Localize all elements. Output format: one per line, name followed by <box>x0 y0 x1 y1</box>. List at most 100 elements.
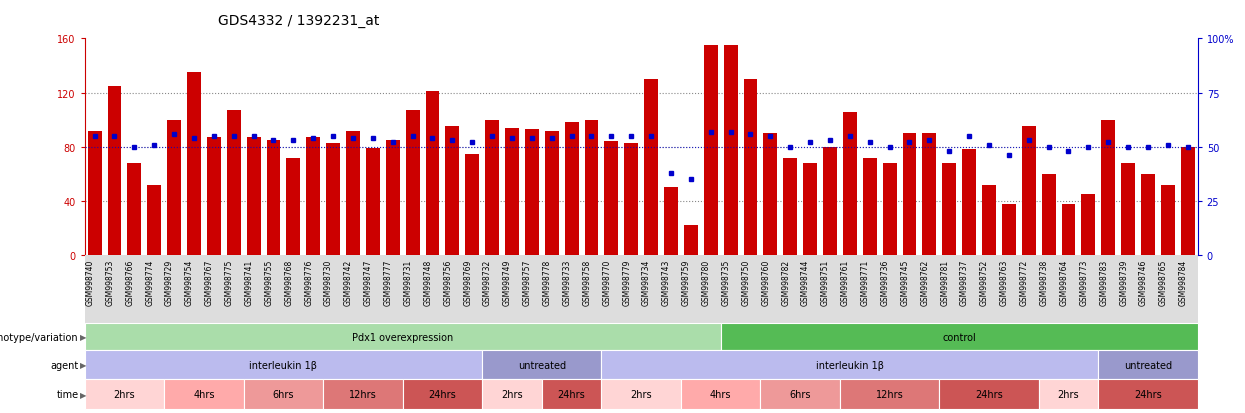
Text: GSM998738: GSM998738 <box>1040 259 1048 305</box>
Bar <box>1002 204 1016 256</box>
Text: GSM998746: GSM998746 <box>1139 259 1148 305</box>
Bar <box>127 164 141 256</box>
Text: GSM998757: GSM998757 <box>523 259 532 305</box>
Bar <box>823 147 837 256</box>
Bar <box>505 128 519 256</box>
Text: GSM998751: GSM998751 <box>820 259 830 305</box>
Bar <box>939 380 1038 409</box>
Text: 4hrs: 4hrs <box>193 389 214 399</box>
Bar <box>1122 164 1135 256</box>
Text: ▶: ▶ <box>80 332 87 341</box>
Text: GSM998759: GSM998759 <box>682 259 691 305</box>
Bar <box>227 111 240 256</box>
Bar <box>743 80 757 256</box>
Bar <box>107 87 122 256</box>
Bar <box>1180 147 1195 256</box>
Bar <box>545 131 559 256</box>
Bar <box>604 142 619 256</box>
Bar <box>207 138 220 256</box>
Text: GSM998773: GSM998773 <box>1079 259 1088 305</box>
Text: 12hrs: 12hrs <box>875 389 904 399</box>
Bar <box>306 138 320 256</box>
Text: interleukin 1β: interleukin 1β <box>815 360 884 370</box>
Text: GSM998743: GSM998743 <box>662 259 671 305</box>
Text: GSM998762: GSM998762 <box>920 259 929 305</box>
Bar <box>601 380 681 409</box>
Bar <box>763 134 777 256</box>
Bar <box>962 150 976 256</box>
Bar <box>840 380 939 409</box>
Bar <box>525 130 539 256</box>
Bar <box>601 350 1098 380</box>
Bar <box>585 120 599 256</box>
Text: GSM998774: GSM998774 <box>146 259 154 305</box>
Text: GSM998769: GSM998769 <box>463 259 472 305</box>
Bar <box>187 73 200 256</box>
Text: GSM998744: GSM998744 <box>801 259 810 305</box>
Bar <box>624 143 639 256</box>
Text: GSM998766: GSM998766 <box>126 259 134 305</box>
Bar <box>286 158 300 256</box>
Bar <box>863 158 876 256</box>
Text: GSM998748: GSM998748 <box>423 259 432 305</box>
Text: untreated: untreated <box>518 360 566 370</box>
Bar <box>1098 350 1198 380</box>
Bar <box>843 112 857 256</box>
Bar <box>1042 174 1056 256</box>
Bar <box>147 185 161 256</box>
Bar <box>684 226 697 256</box>
Bar <box>167 120 181 256</box>
Text: GSM998782: GSM998782 <box>782 259 791 305</box>
Bar <box>266 141 280 256</box>
Bar <box>883 164 896 256</box>
Text: 6hrs: 6hrs <box>789 389 810 399</box>
Bar <box>446 127 459 256</box>
Text: GSM998781: GSM998781 <box>940 259 949 305</box>
Text: GSM998767: GSM998767 <box>205 259 214 305</box>
Text: GSM998742: GSM998742 <box>344 259 354 305</box>
Text: untreated: untreated <box>1124 360 1172 370</box>
Text: 24hrs: 24hrs <box>558 389 585 399</box>
Text: GSM998780: GSM998780 <box>702 259 711 305</box>
Bar <box>1102 120 1116 256</box>
Text: ▶: ▶ <box>80 361 87 369</box>
Bar <box>542 380 601 409</box>
Bar <box>324 380 402 409</box>
Text: 2hrs: 2hrs <box>630 389 652 399</box>
Bar <box>85 323 721 350</box>
Text: 2hrs: 2hrs <box>502 389 523 399</box>
Bar <box>1038 380 1098 409</box>
Text: GSM998731: GSM998731 <box>403 259 412 305</box>
Text: interleukin 1β: interleukin 1β <box>249 360 317 370</box>
Text: GSM998770: GSM998770 <box>603 259 611 305</box>
Text: GSM998733: GSM998733 <box>563 259 571 305</box>
Text: 24hrs: 24hrs <box>975 389 1003 399</box>
Text: GSM998730: GSM998730 <box>324 259 334 305</box>
Text: GSM998764: GSM998764 <box>1059 259 1068 305</box>
Bar <box>721 323 1198 350</box>
Text: GSM998771: GSM998771 <box>860 259 870 305</box>
Bar <box>1022 127 1036 256</box>
Text: GSM998772: GSM998772 <box>1020 259 1028 305</box>
Bar <box>903 134 916 256</box>
Text: GSM998755: GSM998755 <box>264 259 274 305</box>
Text: GSM998777: GSM998777 <box>383 259 392 305</box>
Bar <box>565 123 579 256</box>
Text: ▶: ▶ <box>80 390 87 399</box>
Bar <box>87 131 102 256</box>
Text: 2hrs: 2hrs <box>113 389 136 399</box>
Text: control: control <box>942 332 976 342</box>
Text: GSM998753: GSM998753 <box>106 259 115 305</box>
Text: GSM998754: GSM998754 <box>186 259 194 305</box>
Text: GSM998768: GSM998768 <box>284 259 294 305</box>
Text: GSM998758: GSM998758 <box>583 259 591 305</box>
Text: GSM998760: GSM998760 <box>762 259 771 305</box>
Text: 4hrs: 4hrs <box>710 389 731 399</box>
Text: GSM998735: GSM998735 <box>722 259 731 305</box>
Text: GSM998732: GSM998732 <box>483 259 492 305</box>
Text: GSM998783: GSM998783 <box>1099 259 1108 305</box>
Bar <box>644 80 659 256</box>
Bar <box>402 380 482 409</box>
Bar <box>761 380 840 409</box>
Text: GSM998734: GSM998734 <box>642 259 651 305</box>
